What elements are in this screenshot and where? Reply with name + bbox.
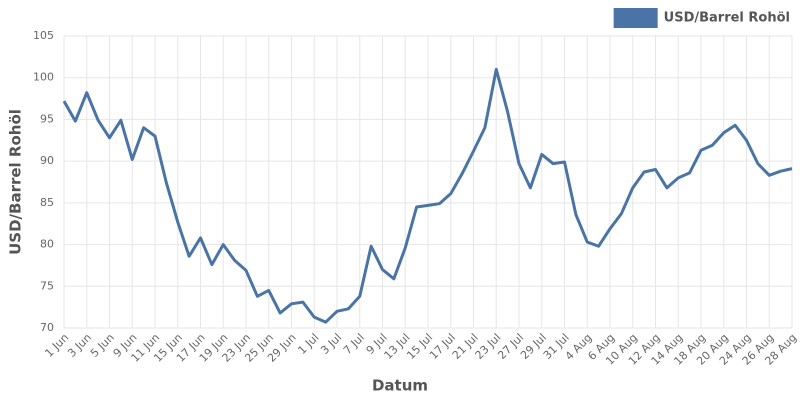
x-tick-label: 1 Jul — [295, 331, 321, 357]
y-tick-label: 100 — [33, 71, 54, 84]
legend-swatch — [613, 8, 658, 28]
y-tick-label: 80 — [40, 238, 54, 251]
x-tick-label: 3 Jul — [318, 331, 344, 357]
line — [62, 67, 793, 324]
x-tick-label: 3 Jun — [65, 331, 94, 360]
legend-label: USD/Barrel Rohöl — [664, 11, 790, 26]
y-tick-label: 70 — [40, 321, 54, 334]
y-tick-label: 90 — [40, 154, 54, 167]
y-tick-label: 95 — [40, 112, 54, 125]
x-axis-title: Datum — [372, 377, 428, 395]
y-tick-label: 85 — [40, 196, 54, 209]
x-tick-label: 7 Jul — [341, 331, 367, 357]
x-tick-label: 5 Jun — [88, 331, 117, 360]
y-axis-title: USD/Barrel Rohöl — [7, 109, 25, 255]
y-tick-label: 75 — [40, 279, 54, 292]
x-tick-label: 1 Jun — [42, 331, 71, 360]
y-tick-label: 105 — [33, 29, 54, 42]
